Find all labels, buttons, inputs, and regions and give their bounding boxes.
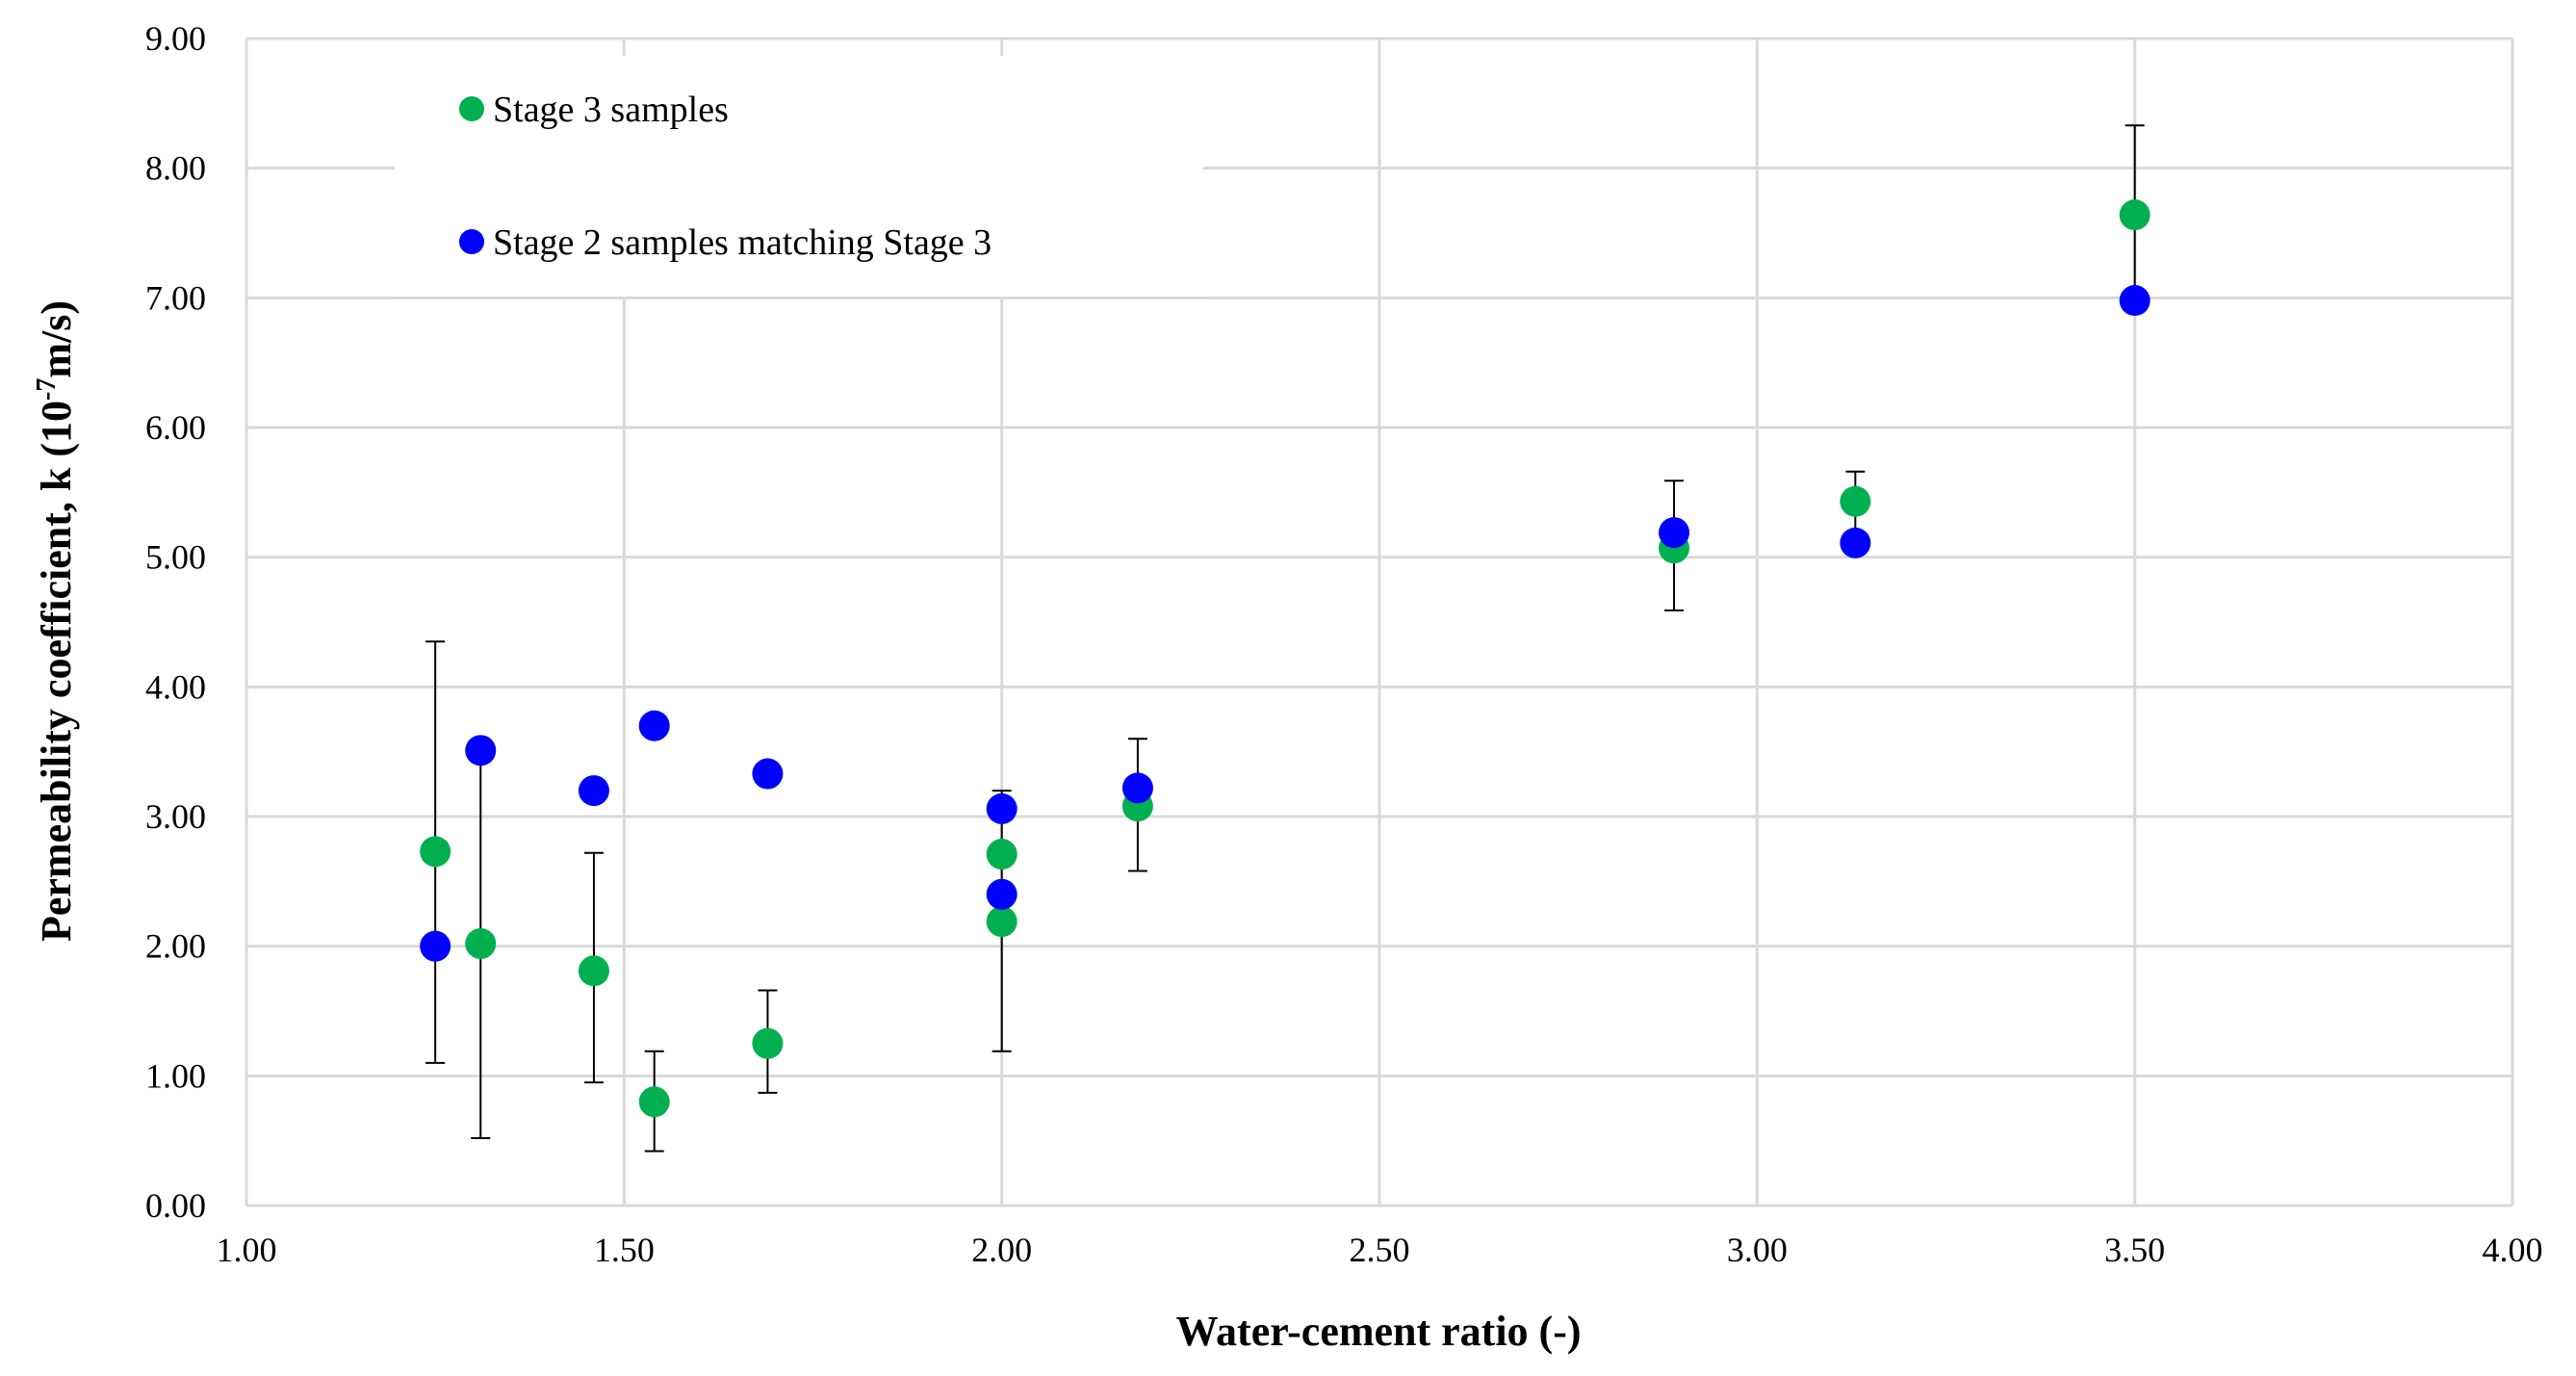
x-axis-title: Water-cement ratio (-) <box>1175 1308 1581 1355</box>
y-tick-label: 1.00 <box>145 1056 206 1095</box>
x-tick-label: 1.50 <box>594 1231 655 1269</box>
stage2-point <box>986 878 1018 910</box>
x-tick-label: 2.50 <box>1350 1231 1410 1269</box>
stage2-point <box>1659 517 1690 549</box>
stage3-point <box>986 839 1018 870</box>
stage2-point <box>986 792 1018 824</box>
legend-label-stage2: Stage 2 samples matching Stage 3 <box>493 222 992 263</box>
x-tick-labels: 1.00 1.50 2.00 2.50 3.00 3.50 4.00 <box>217 1231 2543 1269</box>
y-tick-label: 0.00 <box>145 1186 206 1225</box>
x-tick-label: 3.00 <box>1727 1231 1788 1269</box>
stage3-point <box>2119 199 2151 231</box>
y-tick-labels: 0.00 1.00 2.00 3.00 4.00 5.00 6.00 7.00 8.00 9.00 <box>145 19 206 1225</box>
data-points <box>420 199 2151 1118</box>
stage2-point <box>2119 285 2151 317</box>
y-tick-label: 4.00 <box>145 667 206 706</box>
y-tick-label: 7.00 <box>145 278 206 317</box>
stage3-point <box>420 836 451 868</box>
stage2-point <box>1840 527 1871 558</box>
stage3-point <box>578 955 609 987</box>
y-tick-label: 9.00 <box>145 19 206 58</box>
legend-label-stage3: Stage 3 samples <box>493 90 729 130</box>
stage2-point <box>638 710 670 741</box>
stage3-point <box>638 1086 670 1118</box>
y-axis-title-main: Permeability coefficient, k (10 <box>33 401 80 942</box>
stage2-point <box>578 775 609 807</box>
y-axis-title: Permeability coefficient, k (10-7m/s) <box>32 300 80 942</box>
y-axis-title-exponent: -7 <box>32 378 62 401</box>
x-tick-label: 3.50 <box>2104 1231 2165 1269</box>
x-tick-label: 2.00 <box>971 1231 1032 1269</box>
y-tick-label: 6.00 <box>145 408 206 447</box>
stage2-point <box>1121 772 1153 804</box>
y-tick-label: 2.00 <box>145 927 206 966</box>
y-tick-label: 5.00 <box>145 538 206 577</box>
legend-marker-stage3 <box>459 96 484 121</box>
stage3-point <box>1840 485 1871 517</box>
stage3-point <box>465 927 497 959</box>
stage2-point <box>752 758 784 790</box>
stage2-point <box>465 735 497 766</box>
legend-marker-stage2 <box>459 229 484 254</box>
x-tick-label: 4.00 <box>2483 1231 2543 1269</box>
y-tick-label: 3.00 <box>145 797 206 836</box>
x-tick-label: 1.00 <box>217 1231 277 1269</box>
y-axis-title-unit: m/s) <box>33 300 80 378</box>
stage3-point <box>986 906 1018 938</box>
legend: Stage 3 samples Stage 2 samples matching… <box>395 56 1203 297</box>
y-tick-label: 8.00 <box>145 149 206 188</box>
stage3-point <box>752 1027 784 1059</box>
stage2-point <box>420 930 451 962</box>
